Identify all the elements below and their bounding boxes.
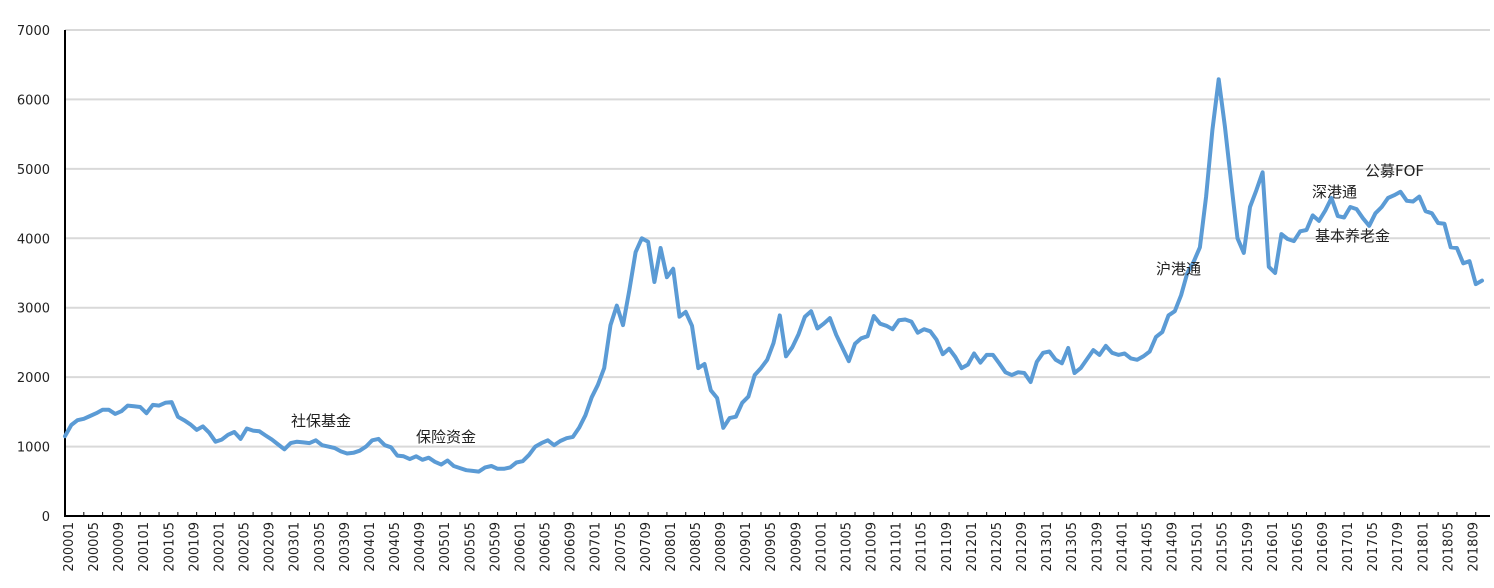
series-group [63, 77, 1484, 474]
x-tick-label: 201201 [965, 522, 980, 572]
x-tick-label: 201405 [1140, 522, 1155, 572]
annotation-social-security-fund: 社保基金 [291, 412, 352, 430]
x-tick-label: 201809 [1466, 522, 1481, 572]
x-tick-label: 200709 [639, 522, 654, 572]
x-tick-label: 200309 [338, 522, 353, 572]
y-tick-label: 4000 [17, 232, 50, 247]
x-tick-label: 201305 [1065, 522, 1080, 572]
x-tick-label: 201609 [1316, 522, 1331, 572]
x-tick-label: 200509 [488, 522, 503, 572]
x-tick-label: 200205 [238, 522, 253, 572]
x-tick-label: 201709 [1391, 522, 1406, 572]
y-tick-label: 3000 [17, 302, 50, 317]
x-tick-label: 200605 [539, 522, 554, 572]
x-tick-label: 200001 [62, 522, 77, 572]
y-tick-label: 7000 [17, 24, 50, 39]
annotation-shanghai-hk-connect: 沪港通 [1156, 260, 1202, 278]
x-tick-label: 201509 [1241, 522, 1256, 572]
x-tick-label: 200405 [388, 522, 403, 572]
x-tick-label: 200705 [614, 522, 629, 572]
x-tick-label: 201501 [1191, 522, 1206, 572]
x-tick-label: 201105 [915, 522, 930, 572]
series-line [63, 77, 1484, 474]
x-tick-label: 201205 [990, 522, 1005, 572]
x-tick-label: 200805 [689, 522, 704, 572]
y-tick-label: 1000 [17, 441, 50, 456]
x-tick-label: 201101 [890, 522, 905, 572]
x-tick-label: 200009 [112, 522, 127, 572]
x-tick-label: 201209 [1015, 522, 1030, 572]
annotation-public-fof: 公募FOF [1365, 162, 1425, 180]
y-tick-label: 5000 [17, 163, 50, 178]
y-tick-label: 2000 [17, 371, 50, 386]
x-tick-label: 200601 [513, 522, 528, 572]
x-tick-label: 201505 [1216, 522, 1231, 572]
x-tick-label: 200201 [212, 522, 227, 572]
x-tick-label: 200301 [288, 522, 303, 572]
x-tick-label: 201109 [940, 522, 955, 572]
x-tick-label: 201005 [839, 522, 854, 572]
gridlines [65, 29, 1490, 448]
y-axis-tick-labels: 0 1000 2000 3000 4000 5000 6000 7000 [17, 24, 50, 525]
x-tick-label: 201801 [1416, 522, 1431, 572]
x-tick-label: 200109 [187, 522, 202, 572]
x-tick-label: 201705 [1366, 522, 1381, 572]
x-tick-label: 201601 [1266, 522, 1281, 572]
x-tick-label: 201701 [1341, 522, 1356, 572]
x-tick-label: 200501 [438, 522, 453, 572]
x-tick-label: 201605 [1291, 522, 1306, 572]
y-tick-label: 6000 [17, 93, 50, 108]
x-tick-label: 201805 [1441, 522, 1456, 572]
x-tick-label: 200305 [313, 522, 328, 572]
x-tick-label: 200209 [263, 522, 278, 572]
x-tick-label: 201409 [1166, 522, 1181, 572]
x-tick-label: 200005 [87, 522, 102, 572]
x-tick-label: 200701 [589, 522, 604, 572]
x-tick-label: 201309 [1090, 522, 1105, 572]
x-tick-label: 201301 [1040, 522, 1055, 572]
y-tick-label: 0 [42, 510, 50, 525]
x-tick-label: 200809 [714, 522, 729, 572]
x-tick-label: 201401 [1115, 522, 1130, 572]
x-tick-label: 200505 [463, 522, 478, 572]
x-tick-label: 200105 [162, 522, 177, 572]
x-tick-label: 200401 [363, 522, 378, 572]
x-tick-label: 200101 [137, 522, 152, 572]
x-tick-label: 201001 [814, 522, 829, 572]
annotation-basic-pension-fund: 基本养老金 [1315, 227, 1391, 245]
annotation-shenzhen-hk-connect: 深港通 [1312, 183, 1358, 201]
x-tick-label: 200801 [664, 522, 679, 572]
x-tick-label: 200609 [564, 522, 579, 572]
x-tick-label: 200905 [764, 522, 779, 572]
x-tick-label: 200409 [413, 522, 428, 572]
x-tick-label: 201009 [865, 522, 880, 572]
x-tick-label: 200909 [789, 522, 804, 572]
annotation-insurance-funds: 保险资金 [416, 428, 477, 446]
x-axis: 200001 200005 200009 200101 200105 200109 2002… [62, 30, 1490, 572]
x-tick-label: 200901 [739, 522, 754, 572]
